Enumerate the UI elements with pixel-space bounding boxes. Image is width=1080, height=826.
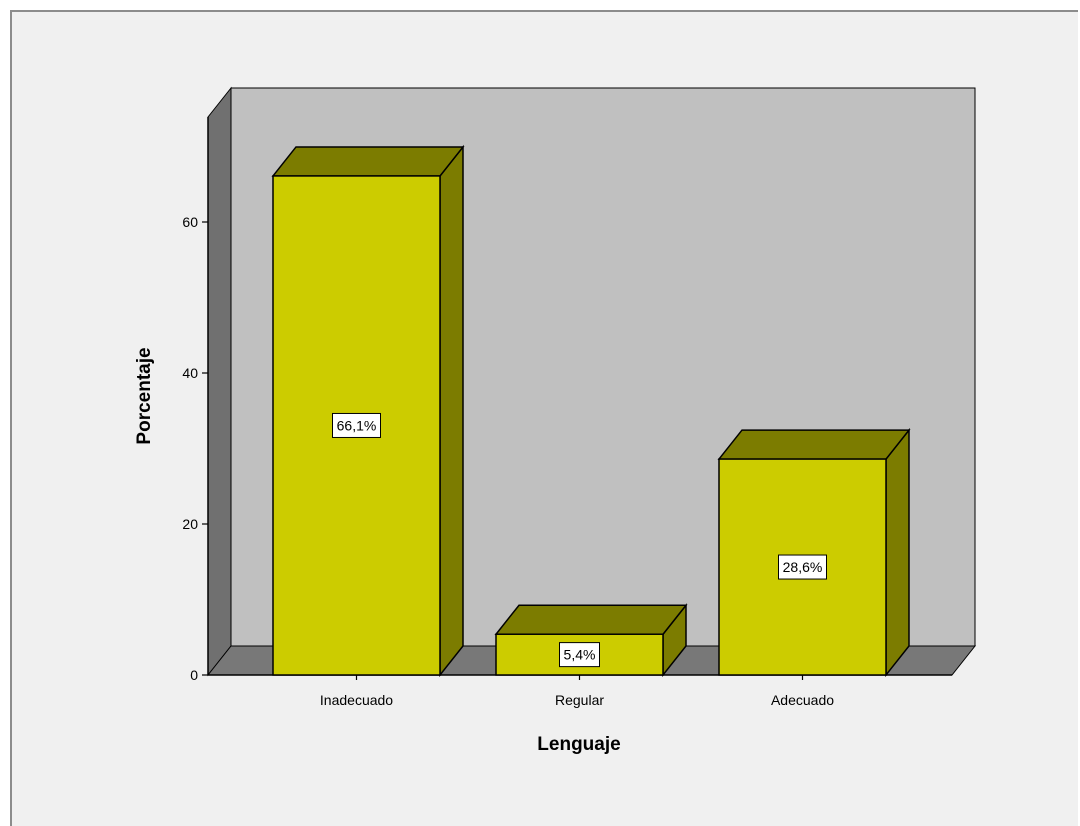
data-label: 5,4% (564, 647, 596, 663)
data-label-box (559, 642, 600, 668)
y-tick-label: 0 (190, 667, 198, 683)
bar-top (494, 604, 688, 635)
bar-adecuado: 28,6% (717, 427, 911, 678)
bar-top (271, 146, 465, 177)
x-tick-label: Adecuado (771, 692, 834, 708)
bar-inadecuado: 66,1% (271, 144, 465, 678)
x-tick-label: Regular (555, 692, 604, 708)
bar-regular: 5,4% (494, 603, 688, 678)
y-tick-label: 60 (182, 214, 198, 230)
bar-top (717, 429, 911, 460)
bar-side (885, 427, 910, 678)
y-tick-label: 40 (182, 365, 198, 381)
x-tick-label: Inadecuado (320, 692, 393, 708)
data-label-box (332, 412, 381, 438)
x-axis-title: Lenguaje (537, 734, 620, 755)
data-label-box (778, 554, 827, 580)
y-axis-title: Porcentaje (134, 347, 155, 444)
bar-side (439, 144, 464, 678)
data-label: 28,6% (783, 559, 823, 575)
data-label: 66,1% (337, 417, 377, 433)
y-tick-label: 20 (182, 516, 198, 532)
side-wall (207, 86, 232, 677)
